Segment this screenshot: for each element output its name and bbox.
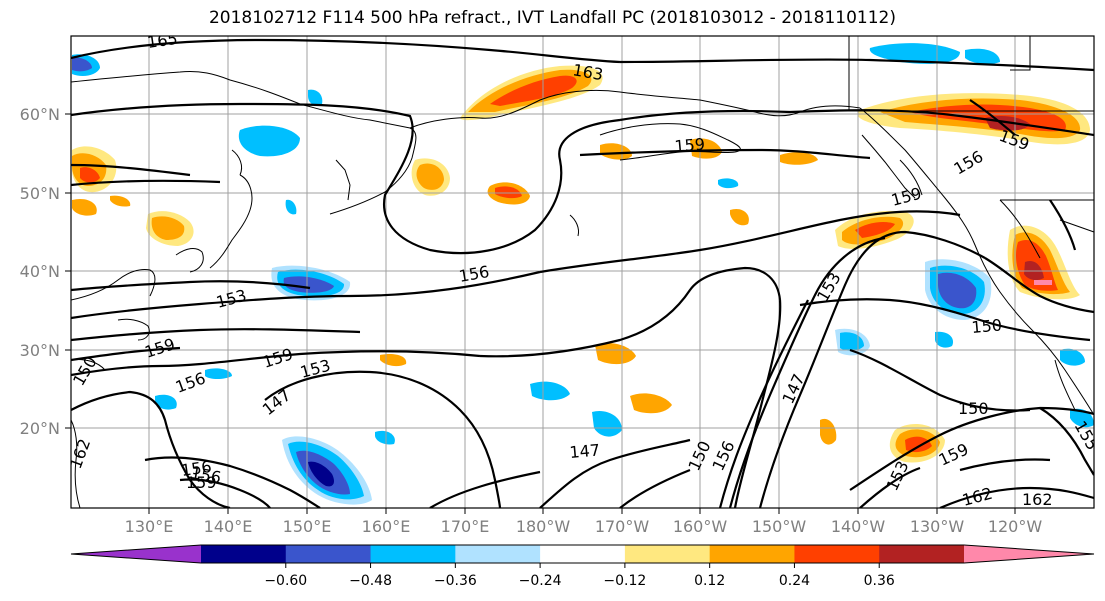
colorbar-swatch: [455, 545, 541, 563]
contour-label: 159: [674, 134, 706, 156]
longitude-label: 170°E: [441, 517, 490, 536]
longitude-label: 150°E: [283, 517, 332, 536]
latitude-label: 30°N: [20, 341, 60, 360]
axis-ticks: [65, 113, 1016, 514]
colorbar-swatch: [370, 545, 456, 563]
longitude-label: 170°W: [595, 517, 650, 536]
contour-label: 159: [260, 344, 295, 372]
contour-lines: [71, 38, 1094, 508]
colorbar-swatch: [879, 545, 965, 563]
contour-label: 147: [778, 371, 808, 407]
contour-label: 147: [259, 385, 295, 419]
longitude-labels: 130°E 140°E 150°E 160°E 170°E 180°W 170°…: [125, 517, 1043, 536]
colorbar-swatch: [794, 545, 880, 563]
contour-label: 162: [960, 484, 994, 510]
contour-label: 156: [173, 368, 208, 396]
longitude-label: 180°W: [516, 517, 571, 536]
colorbar-swatch: [624, 545, 711, 563]
colorbar-tick-label: −0.48: [349, 573, 392, 589]
longitude-label: 130°W: [910, 517, 965, 536]
contour-label: 159: [186, 473, 217, 492]
longitude-label: 140°W: [831, 517, 886, 536]
contour-label: 156: [708, 438, 738, 474]
contour-label: 162: [1022, 490, 1053, 509]
latitude-label: 20°N: [20, 419, 60, 438]
colorbar-tick-label: −0.60: [264, 573, 307, 589]
contour-label: 156: [180, 457, 213, 480]
contour-label: 159: [889, 184, 923, 210]
colorbar-tick-label: 0.24: [779, 573, 810, 589]
contour-label: 165: [146, 29, 179, 52]
colorbar-tick-label: −0.36: [434, 573, 477, 589]
colorbar-tick-label: 0.12: [694, 573, 725, 589]
map-frame: [70, 35, 1095, 509]
colorbar-swatch: [285, 545, 372, 563]
latitude-labels: 60°N 50°N 40°N 30°N 20°N: [20, 105, 60, 438]
negative-anomaly-patches: [72, 43, 1094, 505]
graticule-lines: [71, 36, 1094, 508]
colorbar-outline: [70, 544, 1095, 564]
latitude-label: 60°N: [20, 105, 60, 124]
longitude-label: 160°E: [362, 517, 411, 536]
longitude-label: 120°W: [988, 517, 1043, 536]
latitude-label: 40°N: [20, 262, 60, 281]
coastlines: [71, 71, 1094, 508]
latitude-label: 50°N: [20, 184, 60, 203]
contour-label: 150: [684, 438, 714, 474]
colorbar-tick-label: 0.36: [864, 573, 895, 589]
contour-label: 153: [214, 286, 248, 312]
colorbar: −0.60 −0.48 −0.36 −0.24 −0.12 0.12 0.24 0.36: [70, 544, 1095, 589]
longitude-label: 160°W: [673, 517, 728, 536]
contour-label: 147: [569, 440, 601, 462]
longitude-label: 130°E: [125, 517, 174, 536]
contour-label: 150: [958, 399, 989, 418]
colorbar-swatch: [201, 545, 287, 563]
colorbar-extend-min: [71, 545, 201, 563]
contour-label: 153: [882, 458, 912, 494]
shaded-anomaly-patches: [72, 43, 1094, 505]
contour-label: 150: [971, 315, 1003, 337]
colorbar-swatch: [540, 545, 626, 563]
longitude-label: 140°E: [204, 517, 253, 536]
longitude-label: 150°W: [752, 517, 807, 536]
contour-label: 156: [951, 147, 987, 179]
colorbar-tick-label: −0.12: [603, 573, 646, 589]
positive-anomaly-patches: [72, 65, 1090, 463]
colorbar-swatch: [709, 545, 795, 563]
contour-label: 159: [142, 334, 177, 362]
colorbar-extend-max: [964, 545, 1094, 563]
contour-label: 153: [298, 356, 332, 382]
contour-label: 162: [66, 436, 94, 471]
map-title: 2018102712 F114 500 hPa refract., IVT La…: [208, 8, 896, 28]
colorbar-tick-label: −0.24: [519, 573, 562, 589]
